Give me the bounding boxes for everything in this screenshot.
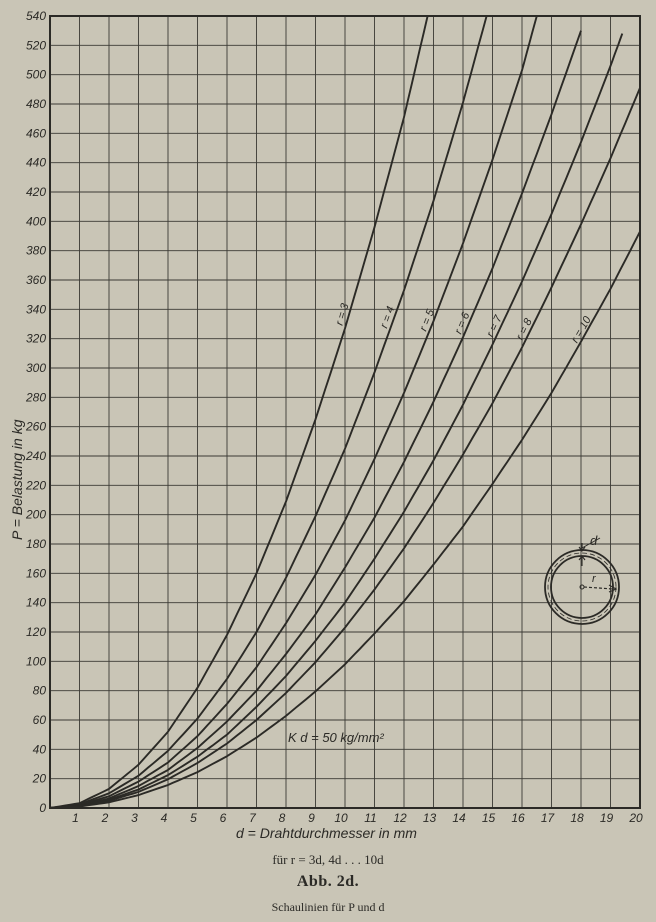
x-tick-label: 16	[511, 811, 525, 825]
y-tick-label: 280	[25, 390, 46, 404]
series-line-r7	[49, 33, 624, 809]
chart-curves	[49, 15, 641, 809]
y-tick-label: 240	[25, 449, 46, 463]
y-tick-label: 340	[26, 302, 46, 316]
x-tick-label: 5	[190, 811, 197, 825]
y-tick-label: 360	[26, 273, 46, 287]
inset-wire-label: d	[590, 533, 598, 548]
x-tick-label: 10	[334, 811, 348, 825]
x-tick-label: 17	[541, 811, 556, 825]
figure-description: Schaulinien für P und d	[271, 900, 385, 914]
y-tick-label: 200	[25, 508, 46, 522]
y-tick-label: 40	[33, 742, 47, 756]
y-tick-label: 480	[26, 97, 46, 111]
x-tick-label: 7	[249, 811, 257, 825]
x-tick-label: 15	[482, 811, 496, 825]
x-tick-label: 3	[131, 811, 138, 825]
x-tick-label: 20	[628, 811, 643, 825]
y-tick-label: 60	[33, 713, 47, 727]
chart-grid	[50, 15, 641, 809]
y-tick-label: 440	[26, 156, 46, 170]
y-tick-label: 320	[26, 332, 46, 346]
y-tick-label: 80	[33, 684, 47, 698]
y-axis-title: P = Belastung in kg	[9, 419, 25, 540]
y-tick-label: 0	[39, 801, 46, 815]
y-tick-label: 260	[25, 420, 46, 434]
x-tick-label: 18	[570, 811, 584, 825]
x-tick-label: 8	[279, 811, 286, 825]
y-tick-label: 300	[26, 361, 46, 375]
x-tick-label: 11	[364, 811, 376, 825]
y-tick-label: 220	[25, 478, 46, 492]
chart-tick-labels: 1 2 3 4 5 6 7 8 9 10 11 12 13 14 15 16 17 18 19 20020406080…	[25, 9, 643, 825]
x-tick-label: 19	[600, 811, 614, 825]
x-tick-label: 6	[220, 811, 227, 825]
x-tick-label: 4	[161, 811, 168, 825]
x-tick-label: 9	[308, 811, 315, 825]
plot-frame	[49, 15, 641, 809]
figure-number: Abb. 2d.	[296, 873, 360, 890]
x-tick-label: 1	[72, 811, 79, 825]
x-axis-title: d = Drahtdurchmesser in mm	[236, 825, 417, 841]
y-tick-label: 420	[26, 185, 46, 199]
y-tick-label: 400	[26, 214, 46, 228]
x-tick-label: 12	[393, 811, 407, 825]
load-chart: 1 2 3 4 5 6 7 8 9 10 11 12 13 14 15 16 17 18 19 20020406080…	[9, 9, 643, 841]
y-tick-label: 540	[26, 9, 46, 23]
y-tick-label: 500	[26, 68, 46, 82]
y-tick-label: 460	[26, 126, 46, 140]
series-label: r = 10	[569, 314, 594, 345]
inset-radius-label: r	[592, 573, 597, 585]
y-tick-label: 100	[26, 654, 46, 668]
x-tick-label: 2	[101, 811, 109, 825]
y-tick-label: 160	[26, 566, 46, 580]
y-tick-label: 520	[26, 38, 46, 52]
series-line-r8	[49, 87, 641, 809]
x-tick-label: 13	[423, 811, 437, 825]
series-line-r3	[49, 15, 429, 809]
y-tick-label: 20	[32, 772, 47, 786]
series-line-r10	[49, 231, 641, 809]
caption-subtitle: für r = 3d, 4d . . . 10d	[272, 852, 384, 867]
y-tick-label: 180	[26, 537, 46, 551]
x-tick-label: 14	[452, 811, 466, 825]
series-line-r5	[49, 15, 538, 809]
y-tick-label: 140	[26, 596, 46, 610]
wire-ring-inset-icon: d r	[544, 533, 620, 625]
y-tick-label: 120	[26, 625, 46, 639]
y-tick-label: 380	[26, 244, 46, 258]
series-line-r6	[49, 30, 582, 809]
kd-annotation: K d = 50 kg/mm²	[288, 730, 384, 745]
series-line-r4	[49, 15, 488, 809]
